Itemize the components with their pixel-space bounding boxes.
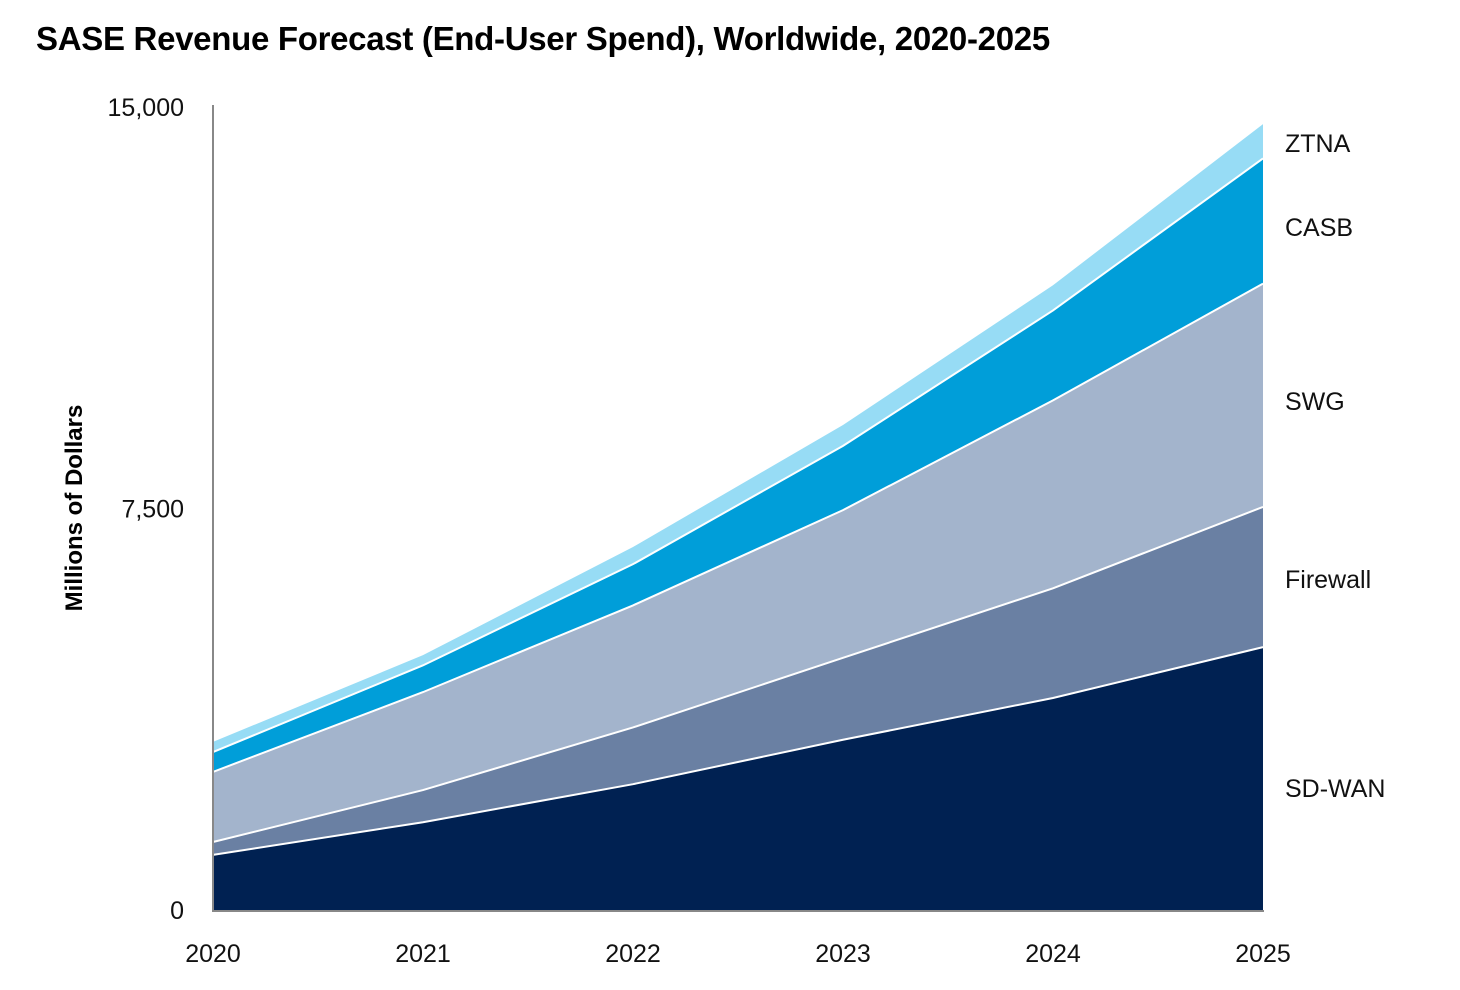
chart-title: SASE Revenue Forecast (End-User Spend), … (36, 20, 1050, 57)
boundary-firewall (212, 505, 1264, 843)
area-firewall (213, 506, 1263, 855)
area-swg (213, 283, 1263, 843)
y-tick-label: 15,000 (108, 94, 184, 122)
legend-label-swg: SWG (1285, 388, 1345, 416)
boundary-swg (212, 282, 1264, 773)
x-tick-label: 2022 (605, 940, 661, 968)
axes (212, 105, 1264, 912)
area-sd-wan (213, 647, 1263, 910)
legend-label-ztna: ZTNA (1285, 130, 1351, 158)
x-tick-label: 2020 (185, 940, 241, 968)
area-casb (213, 158, 1263, 772)
legend-label-sd-wan: SD-WAN (1285, 775, 1385, 803)
x-tick-labels: 2020 2021 2022 2023 2024 2025 (185, 940, 1291, 968)
boundary-sd-wan (212, 646, 1264, 856)
legend-label-firewall: Firewall (1285, 566, 1371, 594)
x-tick-label: 2025 (1235, 940, 1291, 968)
y-tick-label: 0 (170, 897, 184, 925)
x-tick-label: 2021 (395, 940, 451, 968)
area-layers (212, 124, 1264, 910)
y-axis-label: Millions of Dollars (61, 405, 88, 612)
legend-label-casb: CASB (1285, 214, 1353, 242)
y-tick-labels: 0 7,500 15,000 (108, 94, 184, 925)
boundary-casb (212, 157, 1264, 754)
x-tick-label: 2023 (815, 940, 871, 968)
legend-labels: SD-WAN Firewall SWG CASB ZTNA (1285, 130, 1385, 803)
y-tick-label: 7,500 (121, 496, 184, 524)
x-tick-label: 2024 (1025, 940, 1081, 968)
